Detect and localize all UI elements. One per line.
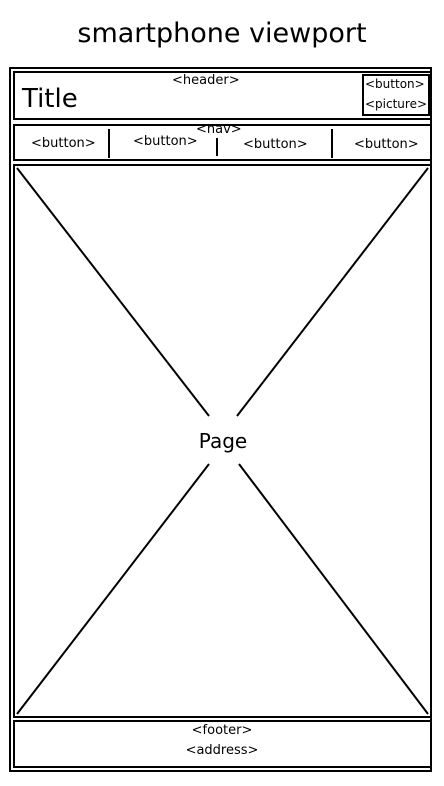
header-region (13, 71, 432, 120)
nav-button-1-label: <button> (31, 136, 96, 151)
header-tag-label: <header> (172, 73, 240, 88)
nav-button-4-label: <button> (354, 137, 419, 152)
footer-tag-label: <footer> (191, 723, 253, 738)
cross-line-top-right (236, 167, 429, 417)
nav-button-3-label: <button> (243, 137, 308, 152)
page-label: Page (198, 429, 248, 453)
cross-line-bottom-right (238, 463, 429, 715)
nav-separator-1 (108, 129, 110, 158)
address-tag-label: <address> (185, 743, 259, 758)
header-picture-label: <picture> (365, 97, 428, 111)
cross-line-top-left (16, 167, 210, 417)
diagram-caption: smartphone viewport (77, 18, 367, 49)
page-region (13, 164, 432, 718)
nav-separator-3 (331, 129, 333, 158)
nav-tag-label: <nav> (196, 122, 242, 137)
footer-region (13, 720, 432, 768)
header-title: Title (22, 84, 78, 114)
nav-button-2-label: <button> (133, 134, 198, 149)
cross-line-bottom-left (16, 463, 210, 715)
nav-separator-2 (216, 138, 218, 156)
page-placeholder-cross (16, 167, 429, 715)
nav-region (13, 124, 432, 161)
header-button-picture-box (362, 74, 430, 116)
header-button-label: <button> (365, 77, 425, 91)
